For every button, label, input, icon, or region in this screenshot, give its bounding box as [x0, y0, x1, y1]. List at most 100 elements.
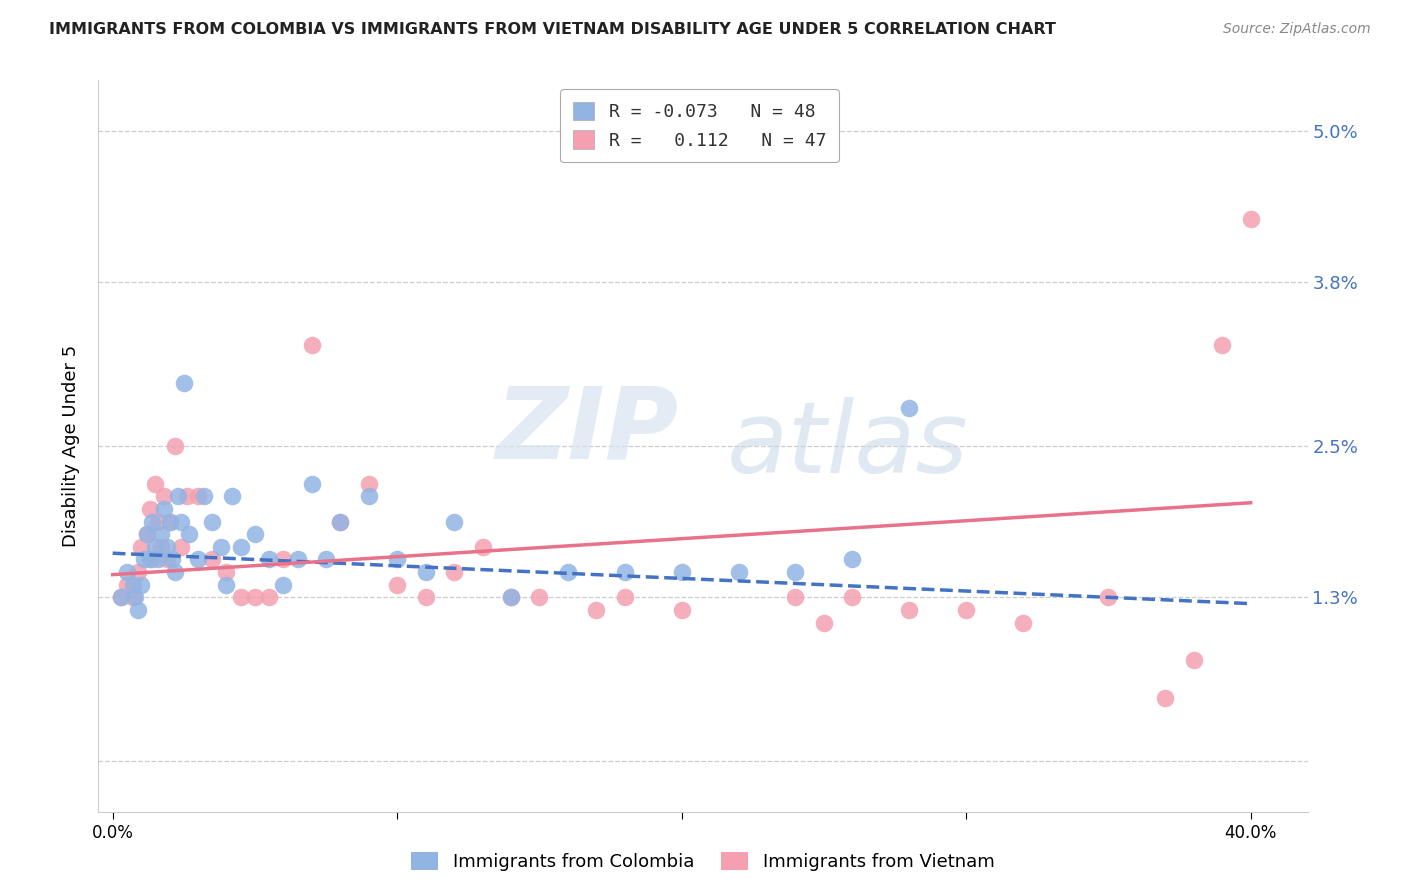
Point: [499, 591, 522, 605]
Point: [121, 591, 143, 605]
Point: [329, 515, 352, 529]
Point: [132, 552, 155, 566]
Point: [138, 502, 160, 516]
Point: [141, 515, 163, 529]
Point: [1240, 212, 1263, 227]
Point: [124, 591, 146, 605]
Point: [165, 565, 187, 579]
Point: [841, 552, 863, 566]
Legend: Immigrants from Colombia, Immigrants from Vietnam: Immigrants from Colombia, Immigrants fro…: [404, 845, 1002, 879]
Point: [150, 527, 173, 541]
Point: [221, 490, 243, 504]
Point: [121, 578, 143, 592]
Text: IMMIGRANTS FROM COLOMBIA VS IMMIGRANTS FROM VIETNAM DISABILITY AGE UNDER 5 CORRE: IMMIGRANTS FROM COLOMBIA VS IMMIGRANTS F…: [49, 22, 1056, 37]
Point: [415, 591, 437, 605]
Point: [159, 515, 181, 529]
Point: [143, 476, 166, 491]
Point: [209, 540, 232, 554]
Point: [1012, 615, 1035, 630]
Point: [153, 490, 176, 504]
Text: Source: ZipAtlas.com: Source: ZipAtlas.com: [1223, 22, 1371, 37]
Point: [1154, 691, 1177, 706]
Point: [173, 376, 195, 390]
Point: [243, 527, 266, 541]
Point: [499, 591, 522, 605]
Legend: R = -0.073   N = 48, R =   0.112   N = 47: R = -0.073 N = 48, R = 0.112 N = 47: [560, 89, 839, 162]
Point: [201, 552, 224, 566]
Point: [229, 591, 252, 605]
Point: [301, 338, 323, 352]
Point: [273, 578, 295, 592]
Point: [1211, 338, 1233, 352]
Point: [215, 565, 238, 579]
Point: [143, 540, 166, 554]
Point: [193, 490, 215, 504]
Point: [287, 552, 309, 566]
Point: [613, 565, 636, 579]
Point: [813, 615, 835, 630]
Point: [170, 540, 193, 554]
Point: [785, 565, 807, 579]
Point: [187, 552, 209, 566]
Point: [257, 591, 280, 605]
Point: [127, 565, 149, 579]
Point: [357, 490, 380, 504]
Point: [110, 591, 132, 605]
Text: atlas: atlas: [727, 398, 969, 494]
Point: [146, 552, 169, 566]
Point: [785, 591, 807, 605]
Point: [201, 515, 224, 529]
Y-axis label: Disability Age Under 5: Disability Age Under 5: [62, 345, 80, 547]
Point: [841, 591, 863, 605]
Point: [898, 603, 921, 617]
Point: [176, 490, 198, 504]
Point: [955, 603, 977, 617]
Point: [243, 591, 266, 605]
Point: [415, 565, 437, 579]
Point: [215, 578, 238, 592]
Point: [165, 439, 187, 453]
Point: [179, 527, 201, 541]
Point: [110, 591, 132, 605]
Point: [315, 552, 337, 566]
Point: [257, 552, 280, 566]
Point: [329, 515, 352, 529]
Point: [443, 515, 465, 529]
Point: [585, 603, 607, 617]
Point: [156, 552, 179, 566]
Point: [138, 552, 160, 566]
Point: [671, 565, 693, 579]
Point: [167, 490, 190, 504]
Point: [529, 591, 551, 605]
Point: [141, 552, 163, 566]
Point: [1182, 653, 1205, 667]
Point: [159, 515, 181, 529]
Point: [385, 578, 408, 592]
Point: [115, 565, 138, 579]
Point: [115, 578, 138, 592]
Point: [162, 552, 184, 566]
Point: [557, 565, 579, 579]
Point: [1097, 591, 1119, 605]
Point: [898, 401, 921, 416]
Point: [127, 603, 149, 617]
Point: [671, 603, 693, 617]
Point: [273, 552, 295, 566]
Point: [443, 565, 465, 579]
Text: ZIP: ZIP: [496, 383, 679, 480]
Point: [357, 476, 380, 491]
Point: [187, 490, 209, 504]
Point: [229, 540, 252, 554]
Point: [153, 502, 176, 516]
Point: [135, 527, 157, 541]
Point: [146, 515, 169, 529]
Point: [170, 515, 193, 529]
Point: [156, 540, 179, 554]
Point: [150, 540, 173, 554]
Point: [471, 540, 494, 554]
Point: [135, 527, 157, 541]
Point: [129, 540, 152, 554]
Point: [301, 476, 323, 491]
Point: [613, 591, 636, 605]
Point: [727, 565, 749, 579]
